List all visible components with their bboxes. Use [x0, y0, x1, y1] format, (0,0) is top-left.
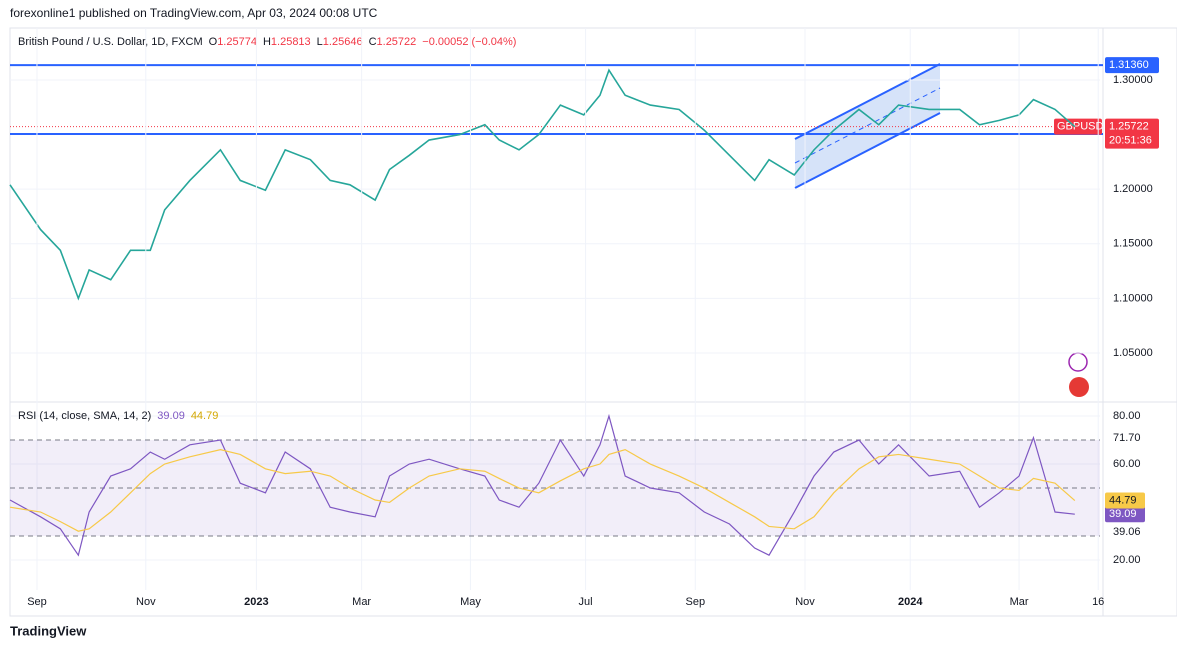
legend-part: L	[317, 36, 323, 48]
last-price-label: 1.25722	[1109, 121, 1149, 133]
x-tick-label: 2024	[898, 596, 923, 608]
x-tick-label: Mar	[1010, 596, 1029, 608]
y-tick-label: 80.00	[1113, 410, 1141, 422]
y-tick-label: 20.00	[1113, 554, 1141, 566]
value-badge-label: 39.09	[1109, 508, 1137, 520]
legend-part: 1.25722	[377, 36, 417, 48]
y-tick-label: 1.20000	[1113, 183, 1153, 195]
legend-part: H	[263, 36, 271, 48]
legend-part: RSI (14, close, SMA, 14, 2)	[18, 410, 151, 422]
y-tick-label: 1.10000	[1113, 292, 1153, 304]
legend: British Pound / U.S. Dollar, 1D, FXCM O1.…	[18, 36, 516, 48]
series-line	[9, 448, 1076, 532]
series-line	[9, 68, 1076, 301]
x-tick-label: Jul	[579, 596, 593, 608]
channel-mid	[794, 87, 941, 164]
published-line: forexonline1 published on TradingView.co…	[10, 6, 378, 20]
flag-icon[interactable]	[1069, 377, 1089, 397]
x-tick-label: Sep	[27, 596, 47, 608]
legend-part: 1.25646	[323, 36, 363, 48]
value-badge-label: 44.79	[1109, 494, 1137, 506]
level-label: 1.31360	[1109, 59, 1149, 71]
y-tick-label: 60.00	[1113, 458, 1141, 470]
legend-part: 1.25813	[271, 36, 311, 48]
level-badge	[1105, 57, 1159, 74]
extreme-label: 71.70	[1113, 432, 1141, 444]
countdown: 20:51:36	[1109, 135, 1152, 147]
symbol-label: GBPUSD	[1057, 121, 1104, 133]
value-badge	[1105, 506, 1145, 523]
x-tick-label: Mar	[352, 596, 371, 608]
brand-logo: TradingView	[10, 623, 87, 638]
x-tick-label: Sep	[686, 596, 706, 608]
extreme-label: 39.06	[1113, 526, 1141, 538]
channel-top	[794, 63, 941, 140]
y-tick-label: 1.30000	[1113, 74, 1153, 86]
y-tick-label: 1.05000	[1113, 347, 1153, 359]
legend-part: C	[369, 36, 377, 48]
x-tick-label: 16	[1092, 596, 1104, 608]
legend-part: O	[209, 36, 218, 48]
flash-icon[interactable]	[1068, 352, 1088, 372]
last-badge	[1105, 118, 1159, 149]
x-tick-label: Nov	[795, 596, 815, 608]
rsi-legend: RSI (14, close, SMA, 14, 2) 39.09 44.79	[18, 410, 218, 422]
x-tick-label: Nov	[136, 596, 156, 608]
legend-part: 39.09	[157, 410, 185, 422]
series-line	[9, 413, 1075, 557]
legend-part: −0.00052 (−0.04%)	[422, 36, 516, 48]
legend-part: 44.79	[191, 410, 219, 422]
value-badge	[1105, 492, 1145, 509]
legend-part: 1.25774	[217, 36, 257, 48]
y-tick-label: 1.15000	[1113, 238, 1153, 250]
x-tick-label: 2023	[244, 596, 268, 608]
legend-part: British Pound / U.S. Dollar, 1D, FXCM	[18, 36, 203, 48]
frame	[9, 27, 1177, 617]
channel-bottom	[794, 112, 941, 189]
symbol-badge	[1054, 118, 1102, 135]
x-tick-label: May	[460, 596, 481, 608]
